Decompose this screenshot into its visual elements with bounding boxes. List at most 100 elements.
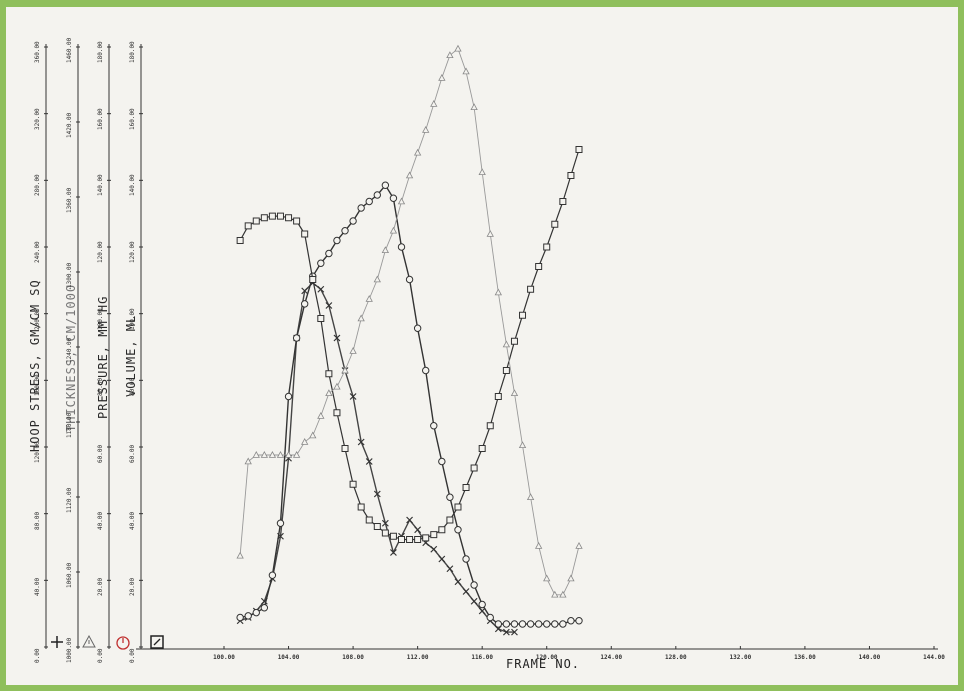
triangle-marker — [494, 288, 502, 296]
y-tick-label: 40.00 — [97, 511, 104, 530]
square-marker — [494, 393, 502, 400]
cross-marker — [414, 526, 422, 534]
y-tick-label: 80.00 — [34, 511, 41, 530]
x-tick-label: 104.00 — [277, 654, 300, 661]
circle-marker — [349, 217, 357, 225]
circle-marker — [397, 243, 406, 251]
circle-marker — [413, 324, 422, 332]
y-tick-label: 1060.00 — [66, 562, 73, 588]
triangle-marker — [502, 340, 511, 348]
square-marker — [389, 532, 397, 540]
circle-marker — [333, 236, 341, 245]
square-marker — [317, 315, 325, 322]
triangle-marker — [446, 51, 454, 59]
triangle-marker — [534, 541, 543, 549]
cross-marker — [430, 545, 438, 553]
circle-marker — [470, 581, 478, 589]
triangle-marker — [551, 590, 559, 598]
x-tick-label: 112.00 — [406, 654, 429, 661]
x-tick-label: 124.00 — [600, 654, 623, 661]
circle-marker — [292, 334, 301, 342]
y-tick-label: 140.00 — [129, 174, 136, 197]
y-tick-label: 360.00 — [34, 41, 41, 63]
circle-marker — [494, 620, 503, 628]
square-marker — [349, 480, 357, 488]
square-marker — [470, 464, 478, 472]
triangle-icon — [80, 633, 98, 651]
y-tick-label: 1300.00 — [66, 262, 73, 288]
x-tick-label: 136.00 — [794, 654, 816, 661]
circle-marker — [284, 392, 293, 401]
circle-marker — [317, 259, 325, 267]
triangle-marker — [284, 450, 293, 458]
circle-marker — [244, 612, 252, 620]
square-marker — [519, 311, 527, 319]
y-tick-label: 180.00 — [129, 41, 136, 63]
y-tick-label: 60.00 — [97, 444, 104, 463]
cross-marker — [502, 628, 510, 636]
triangle-marker — [526, 493, 535, 501]
triangle-marker — [317, 411, 325, 419]
x-tick-label: 100.00 — [213, 654, 235, 661]
circle-marker — [341, 227, 349, 235]
square-marker — [567, 172, 575, 179]
circle-marker — [575, 617, 583, 625]
cross-marker — [325, 302, 333, 309]
y-tick-label: 1360.00 — [66, 187, 73, 213]
circle-marker — [446, 493, 454, 501]
cross-marker — [406, 516, 413, 524]
cross-marker — [365, 458, 373, 465]
circle-marker — [300, 300, 309, 308]
circle-marker — [252, 608, 260, 617]
triangle-marker — [276, 450, 285, 458]
triangle-marker — [559, 590, 567, 598]
x-tick-label: 140.00 — [858, 654, 881, 661]
square-marker — [446, 516, 454, 524]
triangle-marker — [405, 171, 414, 179]
y-tick-label: 160.00 — [34, 374, 41, 397]
y-tick-label: 320.00 — [34, 107, 41, 130]
square-marker — [406, 536, 414, 543]
x-axis-label: FRAME NO. — [506, 657, 581, 671]
cross-marker — [333, 334, 341, 342]
cross-marker — [349, 393, 357, 400]
square-marker — [333, 409, 341, 417]
square-marker — [293, 217, 301, 225]
marker-legend — [48, 633, 178, 657]
square-marker — [260, 214, 268, 222]
circle-marker — [543, 620, 551, 628]
circle-marker — [462, 555, 470, 563]
circle-marker — [438, 457, 446, 466]
cross-marker — [462, 588, 470, 595]
triangle-marker — [470, 103, 478, 111]
y-tick-label: 60.00 — [129, 444, 136, 463]
y-tick-label: 180.00 — [97, 41, 104, 63]
circle-marker — [381, 181, 390, 189]
triangle-marker — [333, 382, 341, 390]
x-tick-label: 144.00 — [923, 654, 945, 661]
triangle-marker — [575, 541, 583, 549]
square-marker — [510, 337, 518, 345]
circle-marker — [236, 613, 244, 622]
square-marker — [422, 534, 430, 542]
cross-marker — [373, 490, 381, 498]
y-tick-label: 20.00 — [129, 578, 136, 597]
cross-marker — [470, 597, 478, 605]
triangle-marker — [357, 314, 365, 322]
triangle-marker — [244, 457, 252, 465]
square-marker — [454, 503, 462, 511]
x-tick-label: 108.00 — [342, 654, 364, 661]
square-marker — [268, 212, 276, 220]
plus-icon — [48, 633, 66, 651]
triangle-marker — [236, 551, 244, 559]
circle-marker — [510, 620, 519, 628]
cross-marker — [317, 285, 325, 293]
circle-marker — [357, 204, 365, 212]
square-marker — [381, 529, 389, 537]
square-marker — [341, 445, 349, 452]
square-marker — [559, 198, 567, 205]
square-marker — [414, 536, 422, 543]
triangle-marker — [486, 229, 494, 237]
triangle-marker — [430, 99, 438, 107]
triangle-marker — [413, 148, 422, 156]
